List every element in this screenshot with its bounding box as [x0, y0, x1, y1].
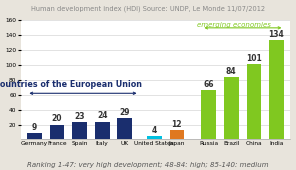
Bar — [269, 40, 284, 139]
Text: 12: 12 — [172, 120, 182, 129]
Text: 101: 101 — [246, 54, 262, 63]
Bar — [72, 122, 87, 139]
Text: 4: 4 — [152, 126, 157, 135]
Text: 23: 23 — [74, 112, 85, 121]
Text: 9: 9 — [32, 123, 37, 132]
Bar — [27, 133, 42, 139]
Bar — [95, 122, 110, 139]
Bar — [247, 64, 261, 139]
Text: 29: 29 — [120, 108, 130, 117]
Text: 134: 134 — [269, 30, 284, 39]
Bar — [170, 131, 184, 139]
Bar — [147, 136, 162, 139]
Text: 20: 20 — [52, 114, 62, 123]
Text: Ranking 1-47: very high development; 48-84: high; 85-140: medium: Ranking 1-47: very high development; 48-… — [27, 162, 269, 168]
Text: 84: 84 — [226, 67, 237, 76]
Text: 24: 24 — [97, 111, 107, 120]
Bar — [224, 77, 239, 139]
Text: Human development index (HDI) Source: UNDP, Le Monde 11/07/2012: Human development index (HDI) Source: UN… — [31, 5, 265, 12]
Text: 66: 66 — [203, 80, 214, 89]
Text: emerging economies: emerging economies — [197, 22, 271, 28]
Bar — [49, 124, 64, 139]
Bar — [201, 90, 216, 139]
Text: Countries of the European Union: Countries of the European Union — [0, 80, 142, 89]
Bar — [118, 118, 132, 139]
